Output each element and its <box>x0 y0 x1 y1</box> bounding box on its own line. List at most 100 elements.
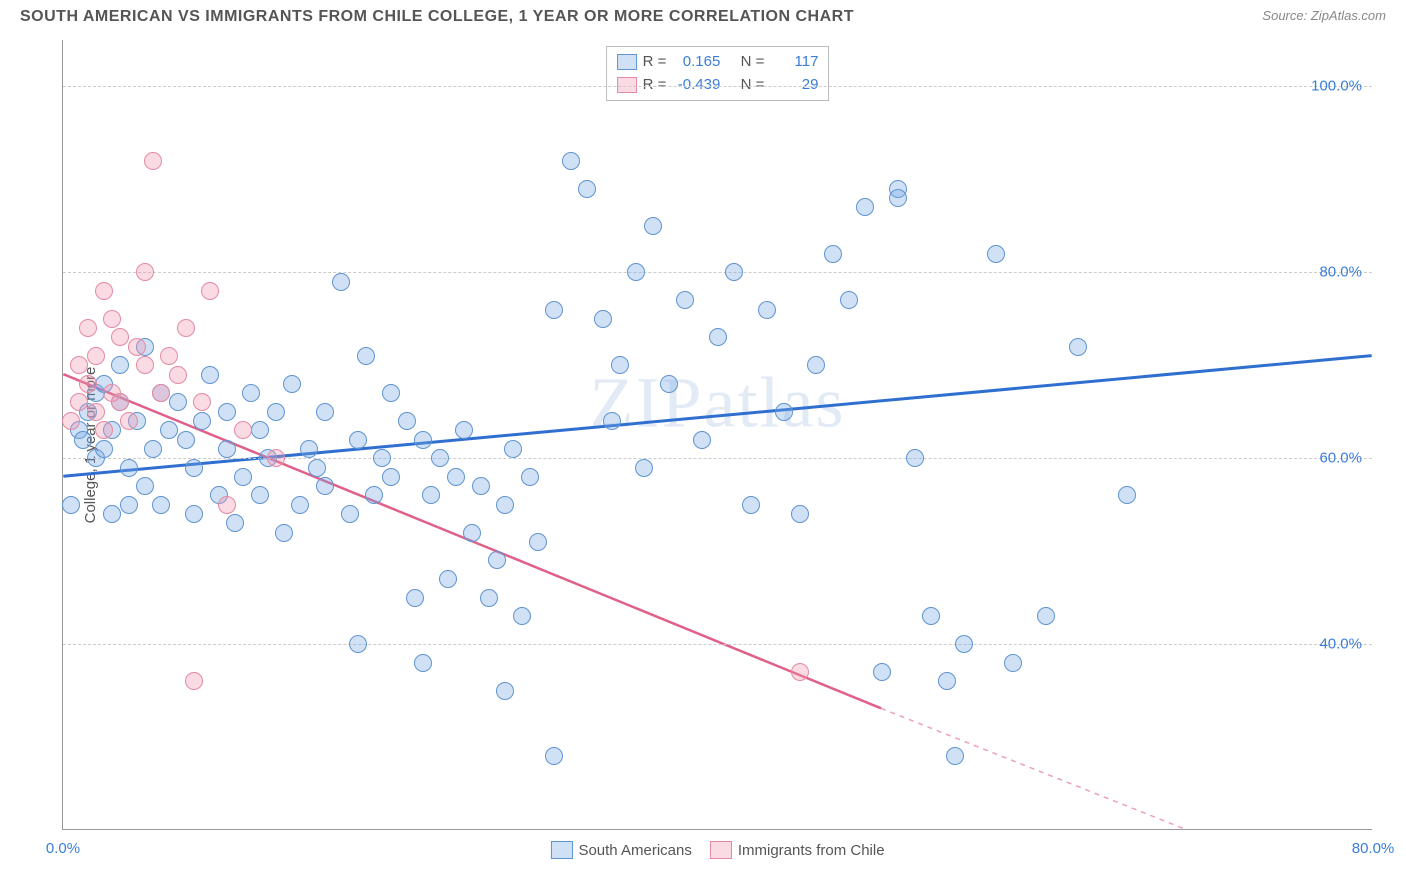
data-point <box>496 682 514 700</box>
data-point <box>496 496 514 514</box>
data-point <box>160 347 178 365</box>
data-point <box>627 263 645 281</box>
data-point <box>275 524 293 542</box>
data-point <box>611 356 629 374</box>
data-point <box>406 589 424 607</box>
data-point <box>218 440 236 458</box>
data-point <box>455 421 473 439</box>
data-point <box>87 403 105 421</box>
data-point <box>594 310 612 328</box>
x-tick-label: 80.0% <box>1352 840 1395 857</box>
data-point <box>95 282 113 300</box>
data-point <box>349 431 367 449</box>
stat-r-label: R = <box>643 51 667 74</box>
stat-n-label: N = <box>741 51 765 74</box>
data-point <box>365 486 383 504</box>
data-point <box>70 393 88 411</box>
data-point <box>431 449 449 467</box>
data-point <box>889 189 907 207</box>
data-point <box>95 421 113 439</box>
data-point <box>725 263 743 281</box>
data-point <box>291 496 309 514</box>
data-point <box>480 589 498 607</box>
data-point <box>251 486 269 504</box>
legend: South Americans Immigrants from Chile <box>550 841 884 859</box>
data-point <box>283 375 301 393</box>
data-point <box>120 412 138 430</box>
stat-r-value: -0.439 <box>672 74 720 97</box>
data-point <box>177 431 195 449</box>
stat-n-value: 29 <box>770 74 818 97</box>
data-point <box>111 328 129 346</box>
data-point <box>562 152 580 170</box>
data-point <box>873 663 891 681</box>
data-point <box>193 412 211 430</box>
data-point <box>373 449 391 467</box>
y-tick-label: 40.0% <box>1319 636 1362 653</box>
data-point <box>251 421 269 439</box>
source-attribution: Source: ZipAtlas.com <box>1262 8 1386 23</box>
data-point <box>316 403 334 421</box>
data-point <box>128 338 146 356</box>
data-point <box>1118 486 1136 504</box>
data-point <box>955 635 973 653</box>
data-point <box>709 328 727 346</box>
source-link[interactable]: ZipAtlas.com <box>1311 8 1386 23</box>
y-tick-label: 60.0% <box>1319 450 1362 467</box>
data-point <box>840 291 858 309</box>
data-point <box>422 486 440 504</box>
data-point <box>946 747 964 765</box>
legend-item: South Americans <box>550 841 691 859</box>
data-point <box>414 431 432 449</box>
data-point <box>308 459 326 477</box>
data-point <box>169 366 187 384</box>
legend-label: South Americans <box>578 842 691 859</box>
data-point <box>74 431 92 449</box>
data-point <box>87 347 105 365</box>
data-point <box>103 505 121 523</box>
data-point <box>758 301 776 319</box>
data-point <box>382 468 400 486</box>
data-point <box>341 505 359 523</box>
data-point <box>922 607 940 625</box>
stats-box: R =0.165 N =117R =-0.439 N =29 <box>606 46 830 101</box>
data-point <box>824 245 842 263</box>
data-point <box>693 431 711 449</box>
data-point <box>70 356 88 374</box>
data-point <box>79 319 97 337</box>
data-point <box>660 375 678 393</box>
data-point <box>62 412 80 430</box>
data-point <box>144 152 162 170</box>
data-point <box>987 245 1005 263</box>
data-point <box>193 393 211 411</box>
chart-container: College, 1 year or more ZIPatlas R =0.16… <box>50 40 1386 850</box>
legend-swatch <box>710 841 732 859</box>
data-point <box>226 514 244 532</box>
data-point <box>332 273 350 291</box>
data-point <box>504 440 522 458</box>
data-point <box>185 672 203 690</box>
data-point <box>95 440 113 458</box>
data-point <box>807 356 825 374</box>
data-point <box>545 747 563 765</box>
legend-label: Immigrants from Chile <box>738 842 885 859</box>
data-point <box>488 551 506 569</box>
gridline <box>63 86 1372 87</box>
y-tick-label: 100.0% <box>1311 78 1362 95</box>
data-point <box>218 496 236 514</box>
data-point <box>644 217 662 235</box>
data-point <box>185 459 203 477</box>
data-point <box>185 505 203 523</box>
data-point <box>398 412 416 430</box>
data-point <box>79 375 97 393</box>
plot-area: ZIPatlas R =0.165 N =117R =-0.439 N =29 … <box>62 40 1372 830</box>
data-point <box>136 263 154 281</box>
data-point <box>234 421 252 439</box>
data-point <box>136 356 154 374</box>
data-point <box>120 459 138 477</box>
data-point <box>349 635 367 653</box>
data-point <box>300 440 318 458</box>
data-point <box>472 477 490 495</box>
data-point <box>439 570 457 588</box>
data-point <box>136 477 154 495</box>
